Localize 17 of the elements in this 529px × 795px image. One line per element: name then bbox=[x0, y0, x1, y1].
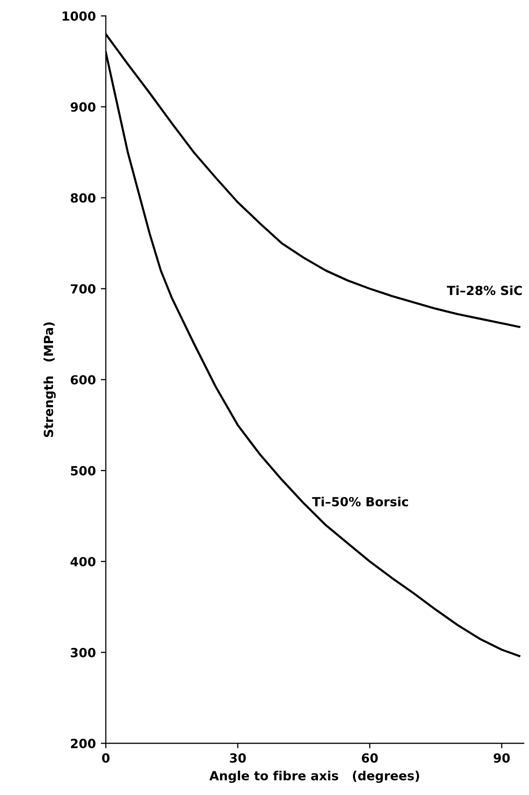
y-tick-label: 800 bbox=[70, 193, 96, 203]
series-label: Ti–28% SiC bbox=[446, 285, 522, 296]
y-axis-title: Strength (MPa) bbox=[44, 322, 56, 437]
y-tick-label: 400 bbox=[70, 556, 96, 566]
x-tick-label: 60 bbox=[362, 753, 378, 763]
y-tick-label: 900 bbox=[70, 102, 96, 112]
y-tick-label: 200 bbox=[70, 738, 96, 748]
x-tick-label: 0 bbox=[102, 753, 110, 763]
y-tick-label: 300 bbox=[70, 648, 96, 658]
x-tick-label: 90 bbox=[494, 753, 510, 763]
y-tick-label: 1000 bbox=[62, 11, 96, 21]
y-tick-label: 700 bbox=[70, 284, 96, 294]
series-label: Ti–50% Borsic bbox=[312, 496, 408, 506]
x-tick-label: 30 bbox=[230, 753, 246, 763]
y-tick-label: 500 bbox=[70, 466, 96, 476]
x-axis-title: Angle to fibre axis (degrees) bbox=[209, 770, 420, 783]
y-tick-label: 600 bbox=[70, 375, 96, 385]
